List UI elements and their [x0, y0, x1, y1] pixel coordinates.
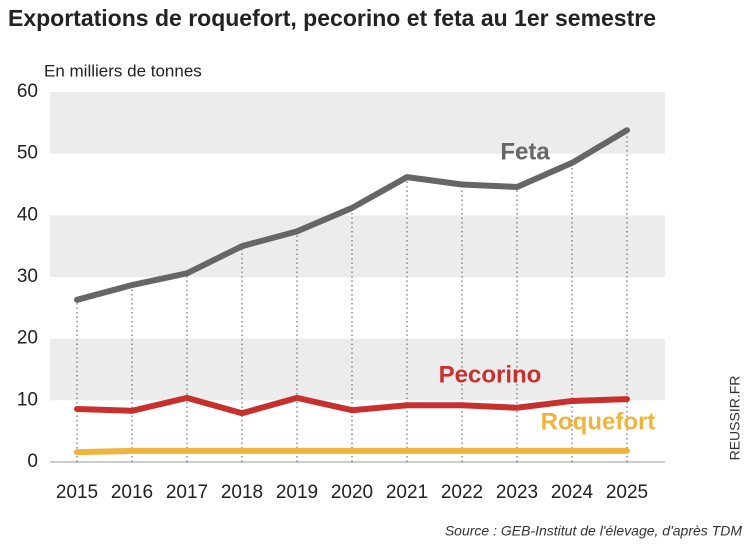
series-label: Feta	[500, 138, 550, 165]
series-line	[74, 447, 630, 456]
series-line	[74, 127, 630, 303]
grid-band	[50, 338, 665, 401]
series-label: Pecorino	[439, 361, 542, 388]
x-tick-label: 2017	[166, 482, 208, 503]
x-tick-label: 2016	[111, 482, 153, 503]
y-tick-label: 0	[27, 451, 38, 472]
x-tick-label: 2018	[221, 482, 263, 503]
y-tick-label: 40	[17, 204, 38, 225]
y-tick-label: 10	[17, 389, 38, 410]
grid-band	[50, 215, 665, 277]
series-line	[74, 394, 630, 417]
x-tick-label: 2022	[441, 482, 483, 503]
credit: REUSSIR.FR	[727, 376, 743, 461]
y-tick-label: 60	[17, 81, 38, 102]
x-tick-label: 2019	[276, 482, 318, 503]
grid-band	[50, 92, 665, 154]
y-tick-label: 20	[17, 328, 38, 349]
series-label: Roquefort	[541, 408, 656, 435]
chart-title: Exportations de roquefort, pecorino et f…	[8, 5, 656, 31]
x-tick-label: 2015	[56, 482, 98, 503]
x-tick-label: 2025	[606, 482, 648, 503]
source: Source : GEB-Institut de l'élevage, d'ap…	[445, 523, 742, 539]
x-tick-label: 2023	[496, 482, 538, 503]
y-tick-label: 50	[17, 143, 38, 164]
x-tick-label: 2021	[386, 482, 428, 503]
x-tick-label: 2024	[551, 482, 594, 503]
x-tick-label: 2020	[331, 482, 373, 503]
y-axis-label: En milliers de tonnes	[44, 61, 202, 80]
y-tick-label: 30	[17, 266, 38, 287]
